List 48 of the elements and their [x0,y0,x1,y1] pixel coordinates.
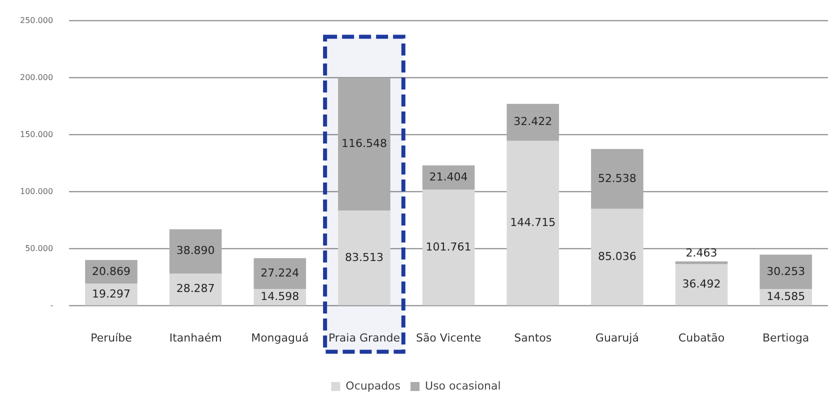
data-label: 85.036 [598,250,636,263]
bar [254,258,306,290]
bar [169,229,222,274]
bar [338,210,390,306]
data-label: 52.538 [598,172,636,185]
data-label: 36.492 [682,278,721,291]
x-tick-label: Praia Grande [328,331,400,344]
y-tick-label: 50.000 [25,244,54,253]
data-label: 38.890 [176,244,215,258]
data-label: 19.297 [92,287,130,300]
x-tick-label: Peruíbe [90,331,132,344]
bar [169,274,222,306]
data-label: 101.761 [426,240,472,254]
data-label: 14.598 [260,290,300,304]
data-label: 116.548 [341,137,387,150]
bar [422,165,475,190]
data-label: 28.287 [176,282,215,296]
data-label: 83.513 [344,250,384,264]
data-label: 144.715 [510,216,556,229]
y-tick-label: 150.000 [20,130,54,139]
data-label: 14.585 [766,290,806,304]
x-tick-label: Mongaguá [251,331,309,344]
y-tick-label: - [50,300,54,310]
y-tick-label: 100.000 [20,186,54,196]
y-tick-label: 250.000 [20,16,54,25]
data-label: 32.422 [514,115,552,128]
legend-label: Uso ocasional [425,379,501,392]
bar [338,78,390,211]
x-tick-label: Santos [514,331,552,344]
y-tick-label: 200.000 [20,72,54,82]
bar [591,148,644,209]
bar [506,104,560,141]
data-label: 21.404 [429,170,468,184]
x-tick-label: Cubatão [678,331,725,344]
data-label: 27.224 [260,266,300,280]
x-tick-label: Guarujá [595,331,639,344]
data-label: 2.463 [686,246,718,260]
x-tick-label: Itanhaém [169,331,222,344]
legend-label: Ocupados [346,379,401,392]
bar [506,140,560,306]
bar [675,264,728,306]
data-label: 20.869 [92,264,130,278]
x-tick-label: Bertioga [762,331,810,344]
data-label: 30.253 [766,264,806,278]
bar [591,208,644,306]
bar [422,190,475,306]
bar [760,254,812,290]
x-tick-label: São Vicente [416,331,482,344]
